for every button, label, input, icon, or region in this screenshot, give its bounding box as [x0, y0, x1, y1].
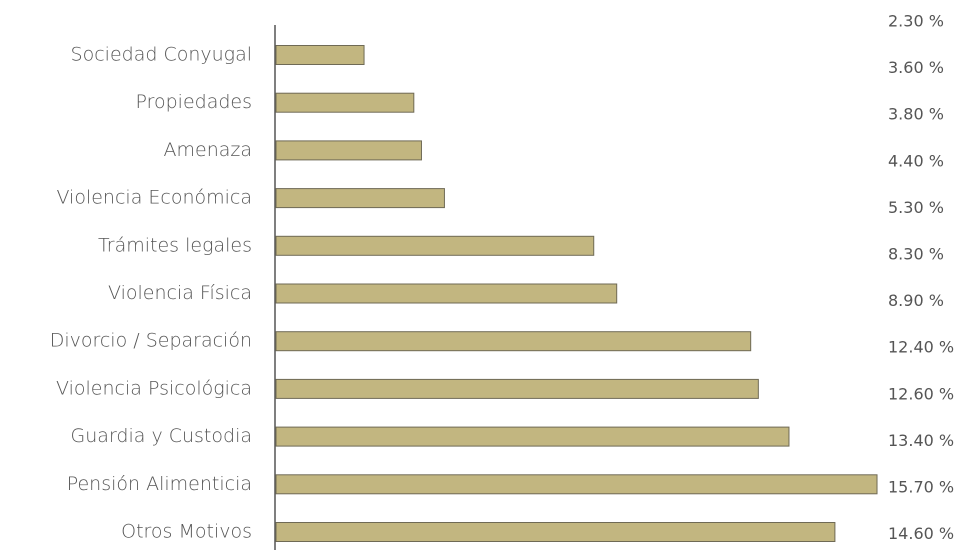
- bar: [275, 522, 836, 542]
- value-label: 4.40 %: [888, 151, 944, 170]
- bar: [275, 474, 878, 495]
- category-label: Violencia Física: [108, 282, 252, 304]
- value-label: 13.40 %: [888, 431, 954, 450]
- value-label: 15.70 %: [888, 478, 954, 497]
- value-label: 8.90 %: [888, 291, 944, 310]
- value-label: 3.60 %: [888, 58, 944, 77]
- bar: [275, 45, 365, 65]
- bar: [275, 140, 422, 161]
- value-label: 12.40 %: [888, 338, 954, 357]
- value-label: 12.60 %: [888, 384, 954, 403]
- value-label: 2.30 %: [888, 12, 944, 31]
- value-label: 3.80 %: [888, 105, 944, 124]
- category-label: Propiedades: [135, 91, 252, 113]
- category-label: Otros Motivos: [121, 521, 252, 543]
- category-label: Trámites legales: [98, 234, 252, 256]
- category-label: Amenaza: [164, 139, 253, 161]
- bar: [275, 235, 595, 256]
- category-label: Violencia Económica: [56, 187, 252, 209]
- category-label: Pensión Alimenticia: [67, 473, 252, 495]
- value-label: 14.60 %: [888, 524, 954, 543]
- bar: [275, 378, 759, 399]
- bar: [275, 92, 415, 113]
- category-label: Guardia y Custodia: [71, 425, 252, 447]
- bar: [275, 426, 790, 447]
- category-label: Divorcio / Separación: [50, 330, 252, 352]
- bar: [275, 283, 618, 304]
- category-label: Sociedad Conyugal: [71, 44, 252, 66]
- value-label: 8.30 %: [888, 245, 944, 264]
- category-label: Violencia Psicológica: [56, 377, 252, 399]
- bar: [275, 188, 445, 209]
- value-label: 5.30 %: [888, 198, 944, 217]
- bar: [275, 331, 752, 352]
